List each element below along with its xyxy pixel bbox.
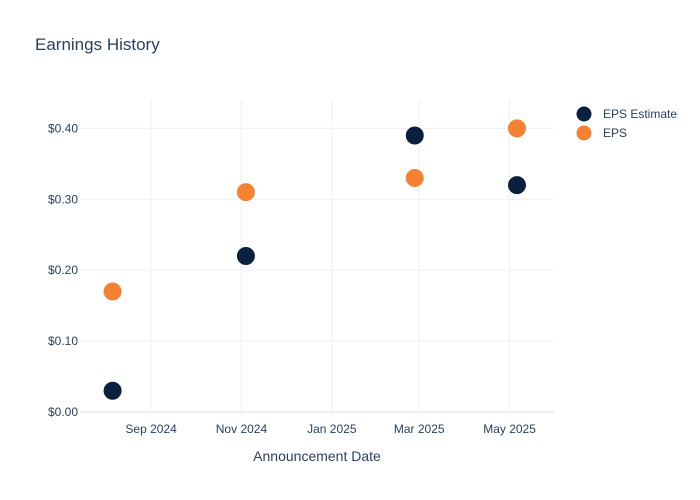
chart-title: Earnings History — [35, 35, 160, 54]
y-tick-label: $0.40 — [48, 121, 78, 135]
x-tick-label: Mar 2025 — [394, 422, 445, 436]
eps-point — [404, 168, 425, 188]
legend-marker — [575, 124, 593, 142]
legend-label: EPS Estimate — [603, 107, 677, 121]
eps-estimate-point — [102, 380, 123, 401]
x-tick-label: May 2025 — [483, 422, 536, 436]
legend[interactable]: EPS Estimate EPS — [575, 105, 677, 142]
x-tick-label: Nov 2024 — [216, 422, 268, 436]
eps-estimate-point — [404, 125, 425, 146]
data-points — [102, 118, 527, 401]
eps-estimate-point — [506, 175, 527, 196]
eps-point — [235, 182, 256, 203]
y-axis-ticks: $0.00 $0.10 $0.20 $0.30 $0.40 — [48, 121, 78, 419]
x-axis-title: Announcement Date — [253, 448, 381, 464]
x-tick-label: Sep 2024 — [125, 422, 177, 436]
x-tick-label: Jan 2025 — [307, 422, 357, 436]
legend-item-eps[interactable]: EPS — [575, 124, 627, 142]
eps-point — [102, 281, 123, 302]
eps-estimate-point — [235, 246, 256, 266]
y-tick-label: $0.00 — [48, 405, 78, 419]
eps-point — [506, 118, 527, 139]
y-tick-label: $0.20 — [48, 263, 78, 277]
legend-item-eps-estimate[interactable]: EPS Estimate — [575, 105, 677, 123]
x-axis-ticks: Sep 2024 Nov 2024 Jan 2025 Mar 2025 May 2025 — [125, 422, 536, 436]
legend-marker — [575, 105, 593, 123]
grid — [80, 100, 554, 412]
legend-label: EPS — [603, 126, 627, 140]
y-tick-label: $0.10 — [48, 334, 78, 348]
y-tick-label: $0.30 — [48, 192, 78, 206]
